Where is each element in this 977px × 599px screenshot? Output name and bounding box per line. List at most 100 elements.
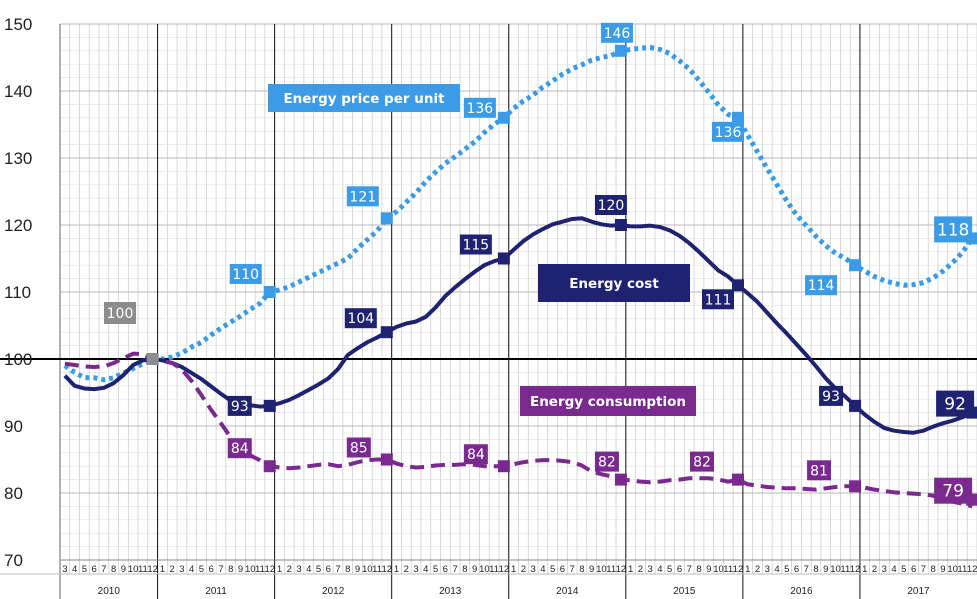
month-tick-label: 4 [657,564,662,575]
y-tick-label: 150 [4,15,32,34]
data-label: 118 [937,220,969,240]
month-tick-label: 1 [394,564,399,575]
month-tick-label: 9 [238,564,243,575]
month-tick-label: 9 [472,564,477,575]
month-tick-label: 7 [804,564,809,575]
month-tick-label: 12 [499,564,510,575]
month-tick-label: 10 [596,564,607,575]
month-tick-label: 4 [72,564,77,575]
data-label: 93 [231,399,249,415]
data-label-box [819,385,844,406]
base-point-label-box [104,302,136,324]
data-point-marker [380,326,393,339]
month-tick-label: 11 [606,564,616,575]
data-label: 114 [808,278,835,294]
legend-label-price: Energy price per unit [283,91,445,107]
month-tick-label: 12 [733,564,744,575]
data-point-marker [849,480,862,493]
data-label: 136 [715,125,742,141]
month-tick-label: 8 [930,564,935,575]
month-tick-label: 9 [589,564,594,575]
data-label-box [594,195,627,215]
year-label: 2013 [439,586,462,597]
data-label-box [463,444,488,465]
data-label: 121 [349,189,376,205]
y-axis: 70 80 90 100 110 120 130 140 150 [4,15,32,570]
month-tick-label: 9 [355,564,360,575]
data-label: 111 [705,292,732,308]
month-tick-label: 5 [82,564,87,575]
data-label-box [594,451,619,472]
month-tick-label: 5 [784,564,789,575]
year-label: 2014 [556,586,579,597]
month-tick-label: 7 [921,564,926,575]
month-tick-label: 3 [882,564,887,575]
month-tick-label: 3 [765,564,770,575]
month-tick-label: 2 [872,564,877,575]
month-tick-label: 1 [511,564,516,575]
data-point-marker [849,259,862,272]
data-point-marker [731,473,744,486]
y-tick-label: 80 [4,484,23,503]
year-label: 2016 [790,586,813,597]
data-point-marker [849,399,862,412]
data-label-box [934,477,973,504]
y-tick-label: 140 [4,82,32,101]
month-tick-label: 12 [147,564,158,575]
month-tick-label: 1 [277,564,282,575]
month-tick-label: 5 [316,564,321,575]
data-point-marker [497,460,510,473]
month-tick-label: 8 [345,564,350,575]
month-tick-label: 12 [264,564,275,575]
month-tick-label: 10 [362,564,373,575]
month-tick-label: 5 [433,564,438,575]
series-legend: Energy price per unit Energy cost Energy c… [268,84,696,416]
chart-grid [0,23,977,599]
month-tick-label: 11 [723,564,733,575]
data-point-marker [731,111,744,124]
data-label-box [805,275,838,296]
data-label: 81 [810,463,828,479]
month-tick-label: 11 [138,564,148,575]
data-label: 85 [350,441,368,457]
data-label-box [227,438,252,459]
legend-box-price [268,84,460,112]
data-point-marker [263,399,276,412]
month-tick-label: 7 [570,564,575,575]
series-line-cost [63,216,973,435]
month-tick-label: 2 [287,564,292,575]
data-label-box [344,308,377,329]
data-point-marker [263,286,276,298]
y-tick-label: 90 [4,417,23,436]
month-tick-label: 7 [218,564,223,575]
month-tick-label: 10 [245,564,256,575]
month-tick-label: 5 [199,564,204,575]
month-tick-label: 5 [550,564,555,575]
series-line-consumption [64,351,973,509]
month-tick-label: 5 [667,564,672,575]
data-point-marker [614,44,627,57]
month-tick-label: 5 [901,564,906,575]
month-tick-label: 12 [382,564,393,575]
base-point-label: 100 [107,306,134,322]
month-tick-label: 10 [713,564,724,575]
data-label-box [227,395,252,416]
month-tick-label: 2 [404,564,409,575]
month-tick-label: 1 [160,564,165,575]
month-tick-label: 10 [830,564,841,575]
month-tick-label: 11 [255,564,265,575]
month-tick-label: 4 [306,564,311,575]
month-tick-label: 4 [540,564,545,575]
data-label-box [600,22,633,43]
data-label: 136 [466,101,493,117]
data-label: 84 [231,441,249,457]
month-tick-label: 4 [189,564,194,575]
legend-box-consumption [520,386,696,416]
y-tick-label: 130 [4,149,32,168]
x-axis: 3 4 5 6 7 8 9 10 11 12 1 2 3 4 5 6 7 8 9 10 11 12 1 2 3 4 5 6 7 8 9 10 1… [62,564,977,597]
data-label-box [346,437,371,458]
data-point-marker [731,279,744,292]
month-tick-label: 8 [579,564,584,575]
month-tick-label: 10 [128,564,139,575]
series-lines [63,44,975,509]
